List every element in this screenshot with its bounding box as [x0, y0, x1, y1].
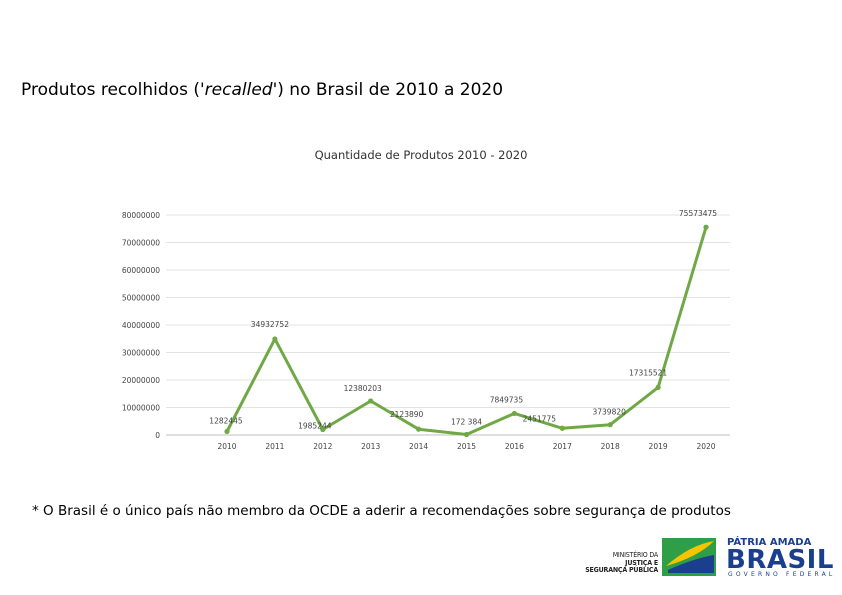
y-tick-label: 20000000 — [122, 376, 160, 385]
y-tick-label: 70000000 — [122, 239, 160, 248]
data-point — [224, 428, 230, 435]
y-tick-label: 80000000 — [122, 211, 160, 220]
government-flag-icon — [662, 538, 716, 576]
y-axis-tick-labels: 0 10000000 20000000 30000000 40000000 5000000… — [122, 211, 160, 440]
data-points — [224, 224, 709, 438]
chart-title: Quantidade de Produtos 2010 - 2020 — [314, 148, 528, 162]
slide-title-main: Produtos recolhidos ( — [21, 80, 200, 100]
chart-gridlines — [166, 214, 730, 436]
x-tick-label: 2014 — [409, 442, 428, 451]
data-point — [703, 224, 709, 230]
data-label: 75573475 — [679, 209, 717, 218]
x-tick-label: 2019 — [649, 442, 668, 451]
data-point — [559, 425, 565, 431]
flag-yellow-shape — [666, 541, 714, 566]
data-label: 7849735 — [490, 395, 524, 404]
ministry-name: MINISTÉRIO DA JUSTIÇA E SEGURANÇA PÚBLIC… — [574, 551, 659, 575]
y-tick-label: 30000000 — [122, 349, 160, 358]
x-tick-label: 2020 — [696, 442, 715, 451]
x-axis-tick-labels: 2010 2011 2012 2013 2014 2015 2016 2017 2018 2019… — [217, 442, 715, 451]
data-point — [272, 336, 278, 342]
data-labels: 1282445 34932752 1985244 12380203 2123890 172… — [209, 209, 717, 430]
slide-title-rest: ) no Brasil de 2010 a 2020 — [277, 80, 504, 100]
slide-title: Produtos recolhidos ('recalled') no Bras… — [21, 80, 503, 100]
y-tick-label: 0 — [155, 431, 160, 440]
data-point — [463, 431, 470, 438]
data-point — [607, 422, 613, 428]
data-point — [320, 426, 326, 433]
data-label: 12380203 — [344, 384, 382, 393]
data-point — [416, 426, 422, 432]
footnote: * O Brasil é o único país não membro da … — [32, 503, 731, 519]
x-tick-label: 2012 — [313, 442, 332, 451]
data-label: 1282445 — [209, 416, 243, 425]
x-tick-label: 2015 — [457, 442, 476, 451]
data-point — [368, 398, 374, 404]
data-label: 17315521 — [629, 368, 667, 377]
y-tick-label: 40000000 — [122, 321, 160, 330]
y-tick-label: 60000000 — [122, 266, 160, 275]
ministry-line-3: SEGURANÇA PÚBLICA — [585, 566, 658, 574]
data-label: 2123890 — [390, 410, 424, 419]
x-tick-label: 2010 — [217, 442, 236, 451]
brand-name: BRASIL — [726, 545, 834, 575]
data-label: 2451775 — [523, 414, 557, 423]
x-tick-label: 2016 — [505, 442, 524, 451]
x-tick-label: 2017 — [553, 442, 572, 451]
flag-blue-shape — [668, 555, 714, 573]
ministry-line-1: MINISTÉRIO DA — [612, 551, 659, 559]
data-label: 172 384 — [451, 418, 482, 427]
series-line — [225, 226, 708, 436]
data-point — [511, 410, 517, 417]
x-tick-label: 2018 — [601, 442, 620, 451]
x-tick-label: 2011 — [265, 442, 284, 451]
data-label: 34932752 — [251, 320, 289, 329]
ministry-line-2: JUSTIÇA E — [625, 558, 658, 567]
brand-tagline: PÁTRIA AMADA — [727, 537, 812, 548]
slide-title-italic: 'recalled' — [200, 80, 278, 100]
data-label: 1985244 — [298, 422, 332, 431]
x-tick-label: 2013 — [361, 442, 380, 451]
y-tick-label: 50000000 — [122, 294, 160, 303]
data-point — [655, 384, 661, 390]
y-tick-label: 10000000 — [122, 404, 160, 413]
data-label: 3739820 — [592, 408, 626, 417]
brand-subtitle: GOVERNO FEDERAL — [728, 571, 836, 578]
